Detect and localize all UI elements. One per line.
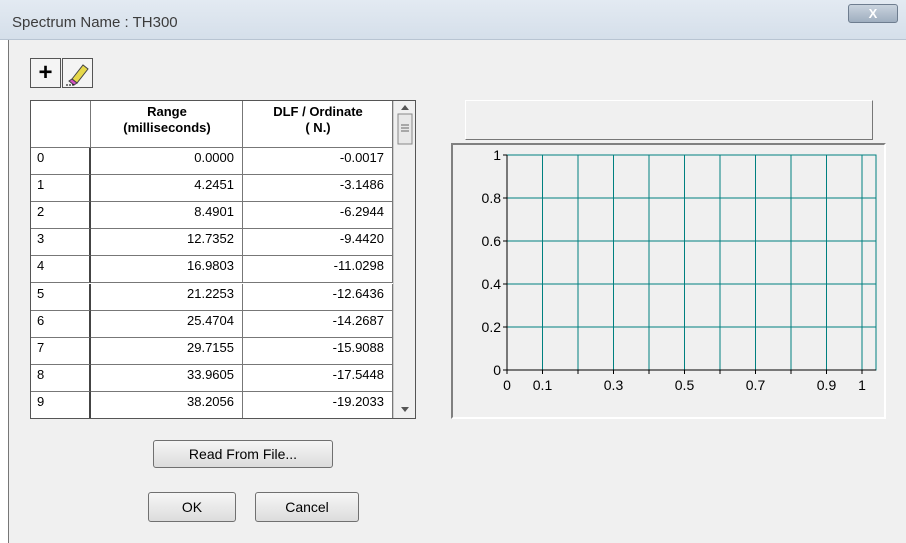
- x-tick-label: 0.9: [817, 377, 837, 393]
- ok-button[interactable]: OK: [148, 492, 236, 522]
- x-tick-label: 0.1: [533, 377, 553, 393]
- plot: 0 0.2 0.4 0.6 0.8 1 0 0.1 0.3 0.5 0.7 0.9 1: [0, 0, 906, 543]
- y-tick-label: 0.8: [482, 190, 502, 206]
- y-tick-label: 1: [493, 147, 501, 163]
- x-tick-label: 0.3: [604, 377, 624, 393]
- x-tick-label: 1: [858, 377, 866, 393]
- x-tick-label: 0: [503, 377, 511, 393]
- y-tick-label: 0.4: [482, 276, 502, 292]
- y-tick-label: 0: [493, 362, 501, 378]
- dialog: Spectrum Name : TH300 X + Range(millisec…: [0, 0, 906, 543]
- plot-border: [507, 155, 876, 370]
- read-file-button[interactable]: Read From File...: [153, 440, 333, 468]
- y-tick-label: 0.6: [482, 233, 502, 249]
- y-tick-label: 0.2: [482, 319, 502, 335]
- x-tick-label: 0.5: [675, 377, 695, 393]
- x-tick-label: 0.7: [746, 377, 766, 393]
- cancel-button[interactable]: Cancel: [255, 492, 359, 522]
